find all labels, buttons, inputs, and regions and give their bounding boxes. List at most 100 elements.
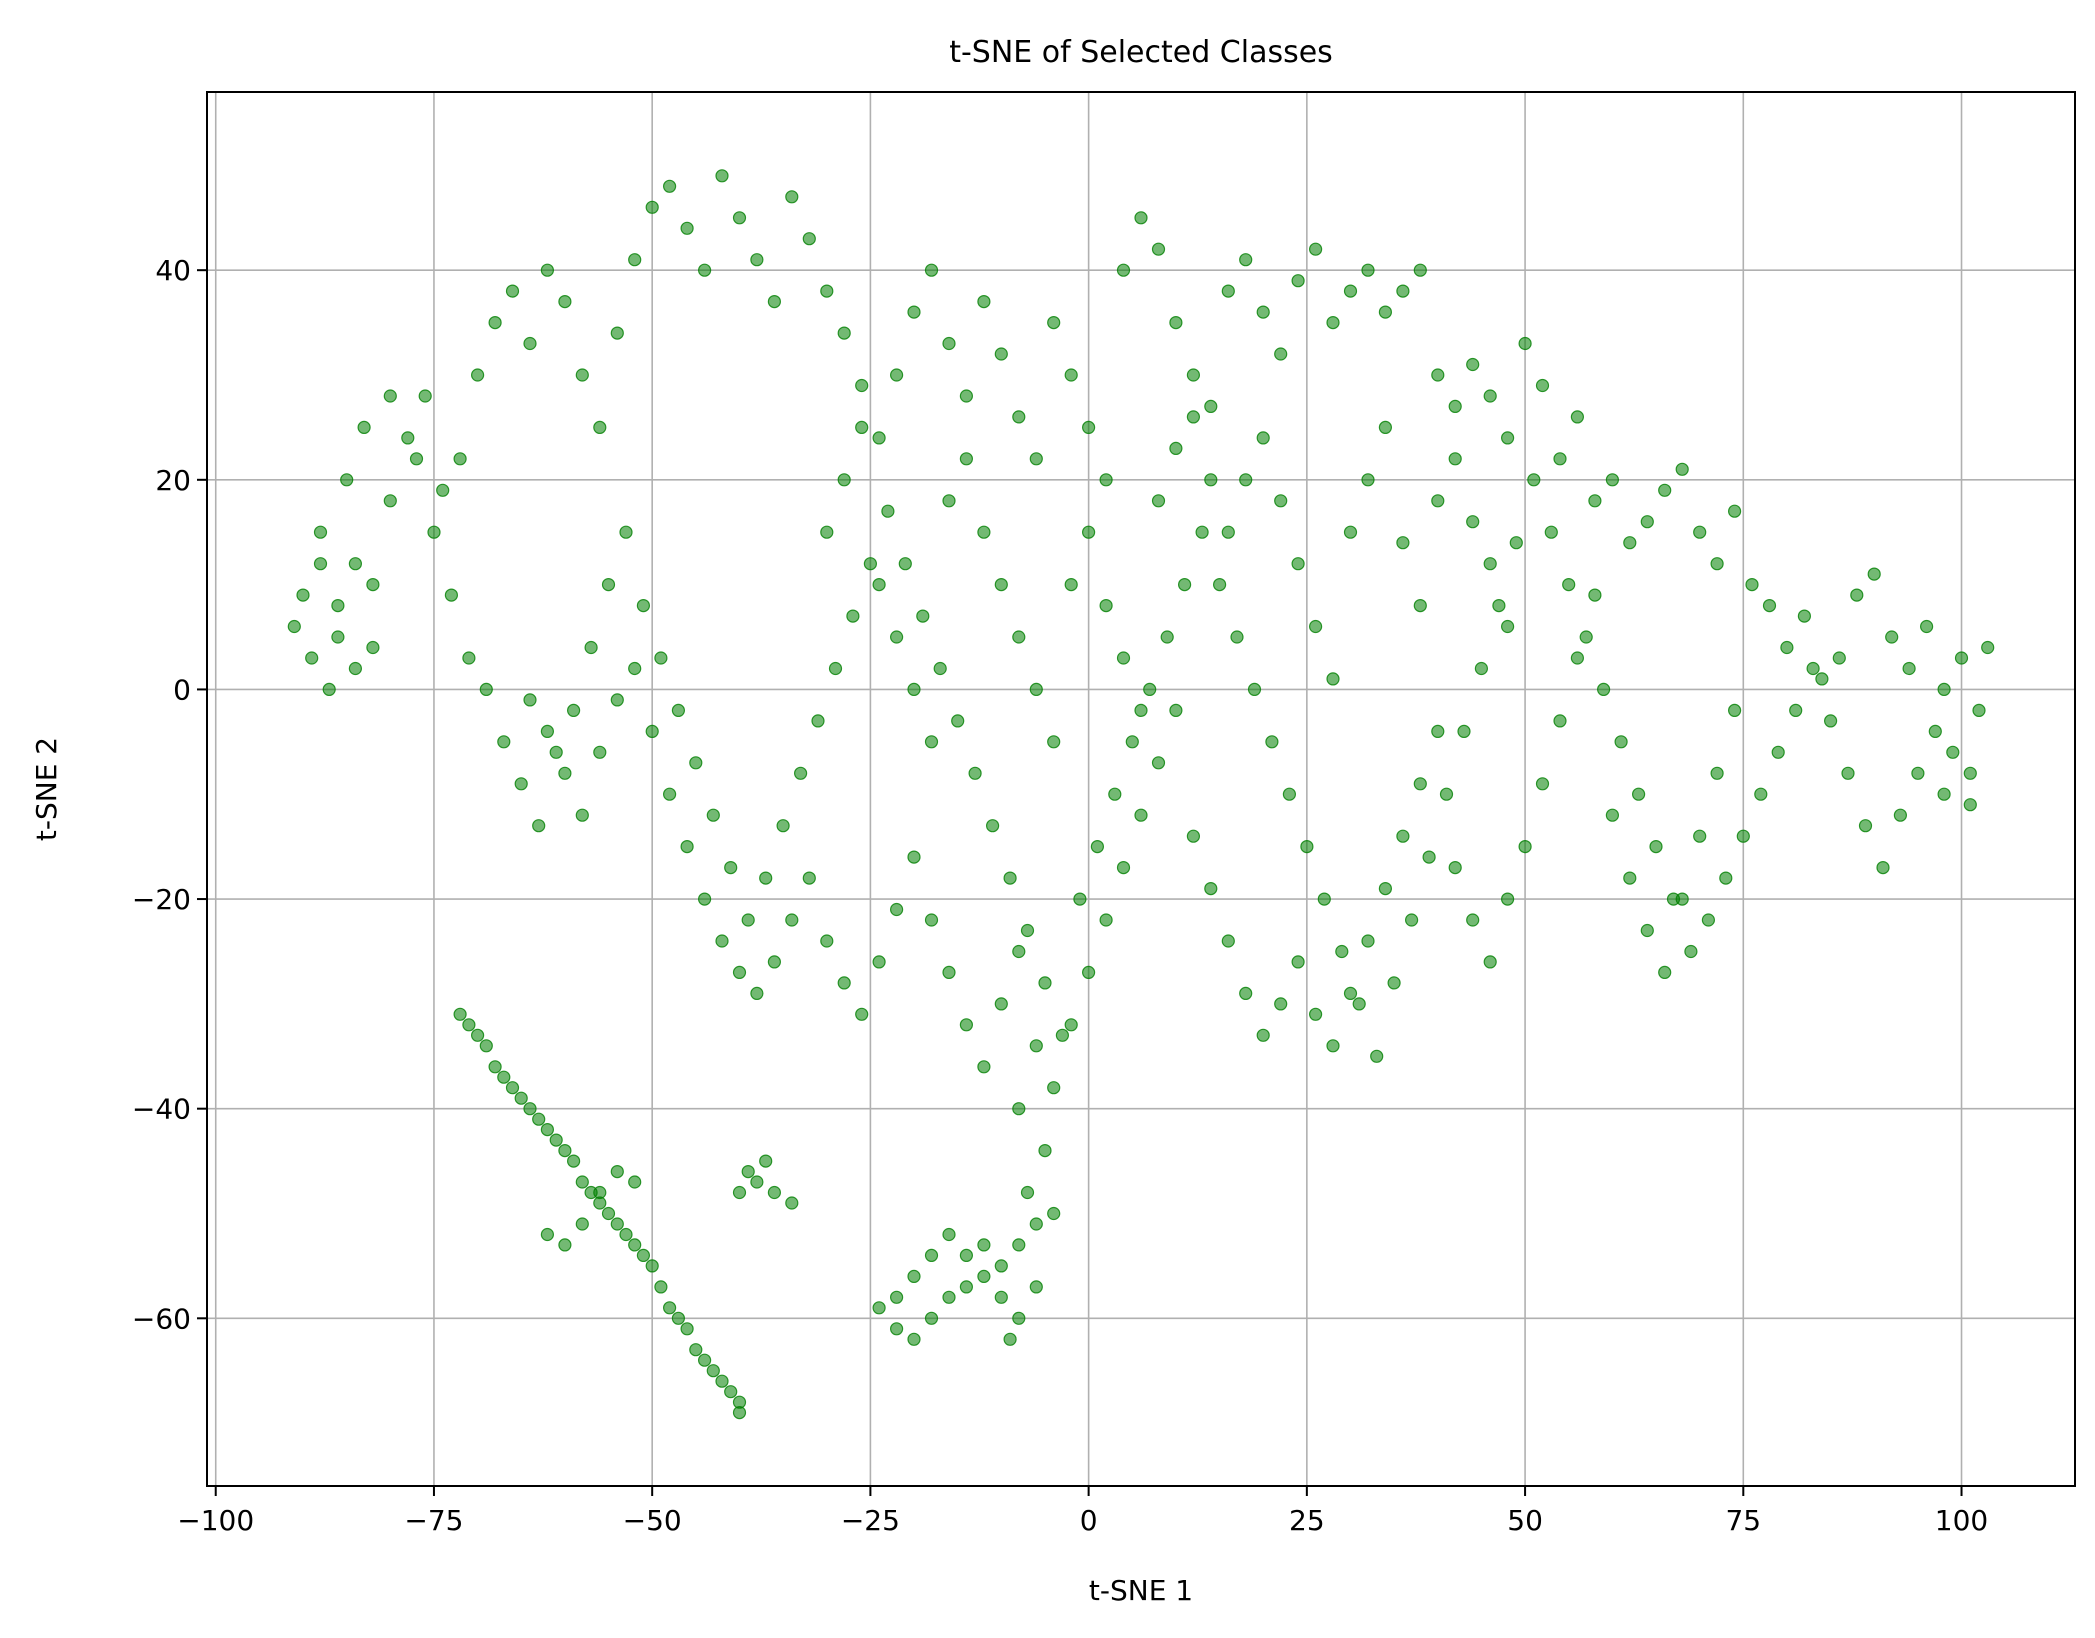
data-point [1623, 536, 1637, 550]
data-point [523, 1102, 537, 1116]
data-point [697, 263, 712, 277]
data-point [785, 190, 799, 204]
x-tick-label: −50 [623, 1504, 682, 1537]
data-point [479, 682, 493, 697]
data-point [1780, 640, 1794, 655]
data-point [1055, 1028, 1070, 1042]
data-point [636, 598, 651, 613]
data-point [584, 640, 598, 655]
data-point [1134, 808, 1148, 822]
data-point [680, 221, 694, 235]
data-point [357, 420, 371, 434]
data-point [1422, 850, 1436, 864]
data-point [933, 661, 947, 676]
data-point [1029, 1280, 1043, 1294]
data-point [977, 1060, 991, 1074]
data-point [1291, 274, 1305, 288]
data-point [793, 766, 808, 780]
data-point [697, 1353, 712, 1367]
data-point [907, 1269, 921, 1284]
data-point [942, 1227, 956, 1242]
data-point [820, 284, 834, 298]
data-point [1754, 787, 1768, 801]
data-point [732, 211, 747, 225]
x-tick-label: 25 [1289, 1504, 1325, 1537]
data-point [462, 651, 476, 665]
y-tick-label: 20 [155, 464, 191, 497]
data-point [1081, 420, 1096, 434]
data-point [942, 965, 956, 980]
y-tick-label: −60 [132, 1302, 191, 1335]
data-point [855, 420, 869, 434]
data-point [1518, 839, 1532, 854]
data-point [1579, 630, 1593, 644]
data-point [1832, 651, 1846, 665]
data-point [1850, 588, 1864, 602]
data-point [1396, 536, 1410, 550]
data-point [566, 1154, 581, 1168]
x-tick-label: 75 [1725, 1504, 1761, 1537]
data-point [1902, 661, 1916, 676]
data-point [802, 232, 816, 246]
data-point [1640, 515, 1654, 529]
data-point [1553, 714, 1567, 728]
data-point [1134, 703, 1148, 718]
data-point [1483, 557, 1497, 571]
data-point [558, 766, 572, 780]
data-point [1029, 452, 1043, 466]
data-point [610, 1164, 624, 1179]
data-point [1946, 745, 1960, 759]
data-point [1064, 368, 1078, 382]
data-point [889, 902, 904, 917]
data-point [1038, 976, 1052, 990]
data-point [1343, 284, 1358, 298]
data-point [1378, 420, 1393, 434]
data-point [1308, 1007, 1323, 1021]
data-point [601, 1206, 616, 1221]
data-point [1186, 410, 1201, 424]
data-point [942, 494, 956, 508]
data-point [610, 326, 624, 340]
data-point [767, 1185, 782, 1200]
data-point [549, 745, 563, 759]
data-point [1640, 923, 1654, 938]
data-point [1457, 724, 1471, 739]
data-point [1500, 431, 1515, 445]
data-point [689, 756, 703, 770]
data-point [1361, 473, 1375, 487]
y-tick-label: 0 [173, 673, 191, 706]
data-point [959, 389, 974, 403]
data-point [846, 609, 860, 623]
data-point [1623, 871, 1637, 885]
data-point [1492, 598, 1506, 613]
data-point [1081, 525, 1096, 539]
data-point [1614, 735, 1628, 749]
data-point [1553, 452, 1567, 466]
data-point [549, 1133, 563, 1147]
data-point [1239, 986, 1253, 1001]
data-point [732, 1185, 747, 1200]
data-point [1570, 410, 1585, 424]
data-point [514, 777, 528, 791]
data-point [654, 1280, 668, 1294]
data-point [697, 892, 712, 906]
data-point [532, 819, 546, 833]
data-point [593, 1185, 607, 1200]
data-point [1431, 494, 1445, 508]
data-point [1483, 389, 1497, 403]
data-point [1230, 630, 1244, 644]
data-point [1308, 242, 1323, 256]
data-point [1981, 640, 1995, 655]
data-point [715, 169, 729, 183]
data-point [872, 577, 886, 592]
data-point [1081, 965, 1096, 980]
data-point [767, 955, 782, 969]
data-point [671, 1311, 686, 1325]
data-point [523, 693, 537, 707]
data-point [750, 1175, 764, 1189]
data-point [488, 1060, 502, 1074]
data-point [1099, 598, 1113, 613]
data-point [453, 1007, 467, 1021]
data-point [1727, 703, 1742, 718]
